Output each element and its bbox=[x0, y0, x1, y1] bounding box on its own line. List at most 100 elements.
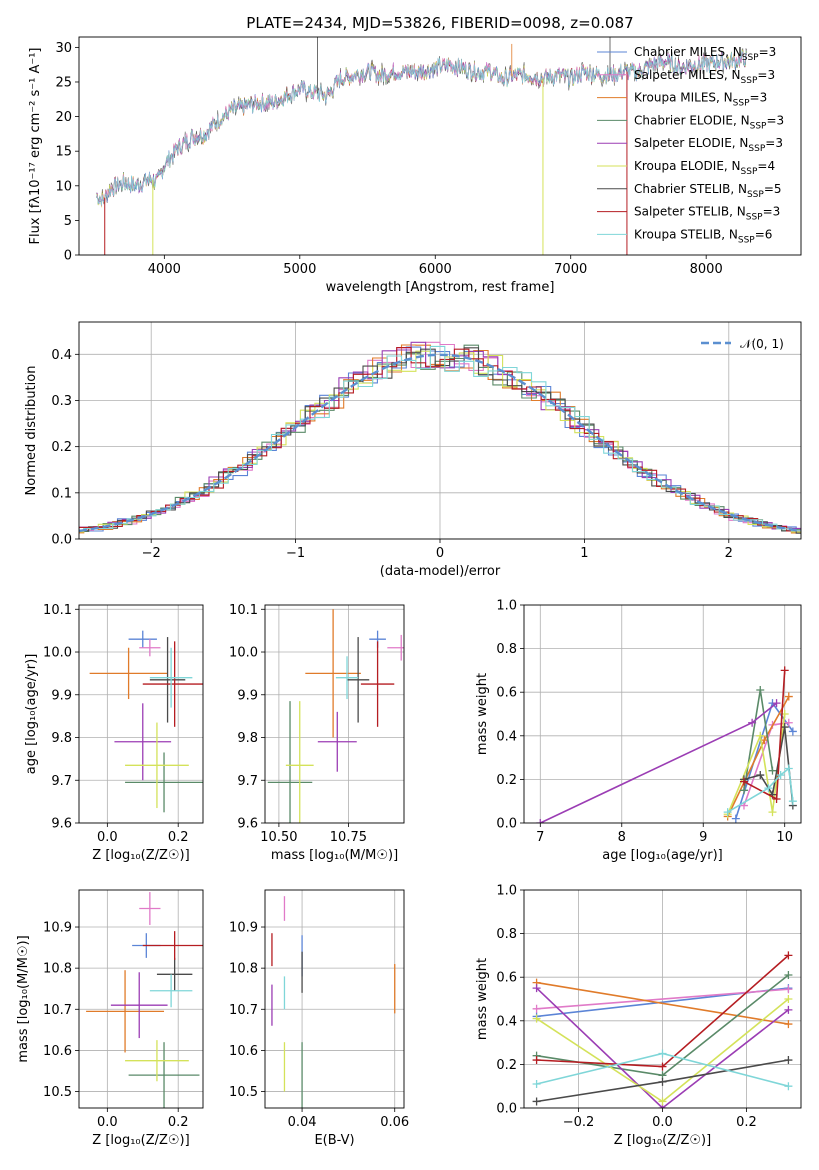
weight-marker bbox=[756, 731, 765, 740]
y-tick-label: 10.0 bbox=[229, 646, 258, 661]
x-tick-label: −1 bbox=[286, 546, 305, 561]
errorbar-chabrier-elodie bbox=[267, 701, 313, 823]
x-tick-label: 7000 bbox=[554, 262, 587, 277]
y-tick-label: 9.8 bbox=[237, 731, 258, 746]
y-axis-label: age [log₁₀(age/yr)] bbox=[24, 654, 39, 775]
weight-marker bbox=[731, 814, 740, 823]
weight-series-kroupa-stelib bbox=[532, 1049, 793, 1091]
x-tick-label: 0.0 bbox=[97, 1115, 118, 1130]
legend-entry: Kroupa STELIB, NSSP=6 bbox=[634, 227, 772, 245]
weight-marker bbox=[658, 1062, 667, 1071]
errorbar-salpeter-miles bbox=[387, 634, 404, 661]
y-axis-label: Flux [fλ10⁻¹⁷ erg cm⁻² s⁻¹ A⁻¹] bbox=[28, 48, 43, 245]
y-tick-label: 30 bbox=[55, 41, 72, 56]
weight-marker bbox=[532, 1080, 541, 1089]
y-tick-label: 10.7 bbox=[43, 1003, 72, 1018]
ebv-mass-plot-area bbox=[265, 890, 404, 1108]
weight-marker bbox=[756, 771, 765, 780]
errorbar-chabrier-stelib bbox=[149, 637, 186, 723]
x-tick-label: 4000 bbox=[148, 262, 181, 277]
weight-series-salpeter-elodie bbox=[536, 699, 781, 823]
z-age-plot-area bbox=[79, 605, 203, 823]
y-tick-label: 0.2 bbox=[51, 440, 72, 455]
normal-distribution-curve bbox=[79, 353, 801, 533]
errorbar-chabrier-stelib bbox=[156, 957, 193, 991]
errorbar-kroupa-miles bbox=[89, 647, 168, 700]
y-tick-label: 0.2 bbox=[496, 773, 517, 788]
mass-age-frame bbox=[264, 604, 405, 824]
z-age-panel: 0.0 0.2 9.6 9.7 9.8 9.9 10.0 10.1 Z [log₁₀(Z/Z☉)… bbox=[24, 603, 204, 863]
y-tick-label: 0.2 bbox=[496, 1058, 517, 1073]
weight-marker bbox=[784, 1005, 793, 1014]
x-tick-label: 2 bbox=[725, 546, 733, 561]
age-weight-frame bbox=[523, 604, 802, 824]
weight-marker bbox=[784, 692, 793, 701]
errorbar-salpeter-elodie bbox=[317, 711, 357, 772]
weight-marker bbox=[532, 984, 541, 993]
histogram-kroupa-stelib bbox=[79, 345, 801, 532]
x-tick-label: −0.2 bbox=[563, 1115, 595, 1130]
x-axis-label: E(B-V) bbox=[314, 1133, 354, 1148]
weight-marker bbox=[772, 699, 781, 708]
legend-entry: Salpeter ELODIE, NSSP=3 bbox=[634, 136, 783, 154]
errorbar-kroupa-stelib bbox=[149, 647, 193, 708]
y-tick-label: 0.0 bbox=[496, 817, 517, 832]
x-tick-label: 8 bbox=[618, 830, 626, 845]
weight-line bbox=[536, 981, 789, 1025]
x-axis-label: mass [log₁₀(M/M☉)] bbox=[271, 848, 398, 863]
y-tick-label: 0 bbox=[64, 249, 72, 264]
y-tick-label: 1.0 bbox=[496, 599, 517, 614]
y-tick-label: 10.0 bbox=[43, 646, 72, 661]
y-tick-label: 9.8 bbox=[51, 731, 72, 746]
weight-marker bbox=[658, 1097, 667, 1106]
x-tick-label: 0 bbox=[436, 546, 444, 561]
legend-entry: 𝒩(0, 1) bbox=[740, 337, 784, 351]
y-tick-label: 10.8 bbox=[43, 962, 72, 977]
y-tick-label: 9.6 bbox=[51, 817, 72, 832]
weight-marker bbox=[532, 1014, 541, 1023]
errorbar-kroupa-miles bbox=[305, 609, 361, 738]
errorbar-salpeter-miles bbox=[139, 892, 161, 925]
y-tick-label: 10.7 bbox=[229, 1003, 258, 1018]
x-tick-label: 0.0 bbox=[97, 830, 118, 845]
errorbar-chabrier-elodie bbox=[125, 752, 203, 813]
weight-series-salpeter-stelib bbox=[532, 951, 793, 1071]
y-tick-label: 10.9 bbox=[43, 921, 72, 936]
weight-marker bbox=[780, 723, 789, 732]
errorbar-chabrier-elodie bbox=[128, 1042, 200, 1108]
x-tick-label: 9 bbox=[699, 830, 707, 845]
y-tick-label: 0.8 bbox=[496, 642, 517, 657]
residuals-panel: −2 −1 0 1 2 0.0 0.1 0.2 0.3 0.4 (data-model)/error… bbox=[24, 321, 802, 579]
x-axis-label: wavelength [Angstrom, rest frame] bbox=[326, 280, 555, 295]
x-tick-label: 0.2 bbox=[168, 1115, 189, 1130]
errorbar-kroupa-stelib bbox=[149, 974, 193, 1008]
y-tick-label: 0.4 bbox=[496, 729, 517, 744]
weight-series-salpeter-stelib bbox=[739, 666, 789, 804]
x-tick-label: 10 bbox=[776, 830, 793, 845]
weight-marker bbox=[784, 995, 793, 1003]
errorbar-chabrier-stelib bbox=[347, 637, 370, 723]
y-tick-label: 10.6 bbox=[229, 1044, 258, 1059]
weight-marker bbox=[748, 718, 757, 727]
x-tick-label: 1 bbox=[580, 546, 588, 561]
y-tick-label: 10 bbox=[55, 179, 72, 194]
y-tick-label: 0.6 bbox=[496, 971, 517, 986]
weight-marker bbox=[784, 971, 793, 980]
weight-marker bbox=[768, 766, 777, 775]
legend-entry: Kroupa ELODIE, NSSP=4 bbox=[634, 159, 775, 177]
errorbar-kroupa-stelib bbox=[335, 656, 359, 700]
x-tick-label: 6000 bbox=[419, 262, 452, 277]
errorbar-salpeter-stelib bbox=[142, 641, 203, 727]
errorbar-salpeter-stelib bbox=[142, 931, 203, 960]
errorbar-chabrier-miles bbox=[128, 630, 157, 648]
weight-marker bbox=[784, 985, 793, 994]
spectrum-panel: 4000 5000 6000 7000 8000 0 5 10 15 20 25 30 waveleng… bbox=[28, 14, 802, 295]
x-axis-label: Z [log₁₀(Z/Z☉)] bbox=[92, 1133, 189, 1148]
y-tick-label: 0.3 bbox=[51, 394, 72, 409]
weight-marker bbox=[764, 784, 773, 793]
weight-marker bbox=[658, 1077, 667, 1086]
histogram-kroupa-miles bbox=[79, 344, 801, 534]
mass-age-plot-area bbox=[265, 605, 404, 823]
y-axis-label: mass weight bbox=[475, 673, 490, 755]
